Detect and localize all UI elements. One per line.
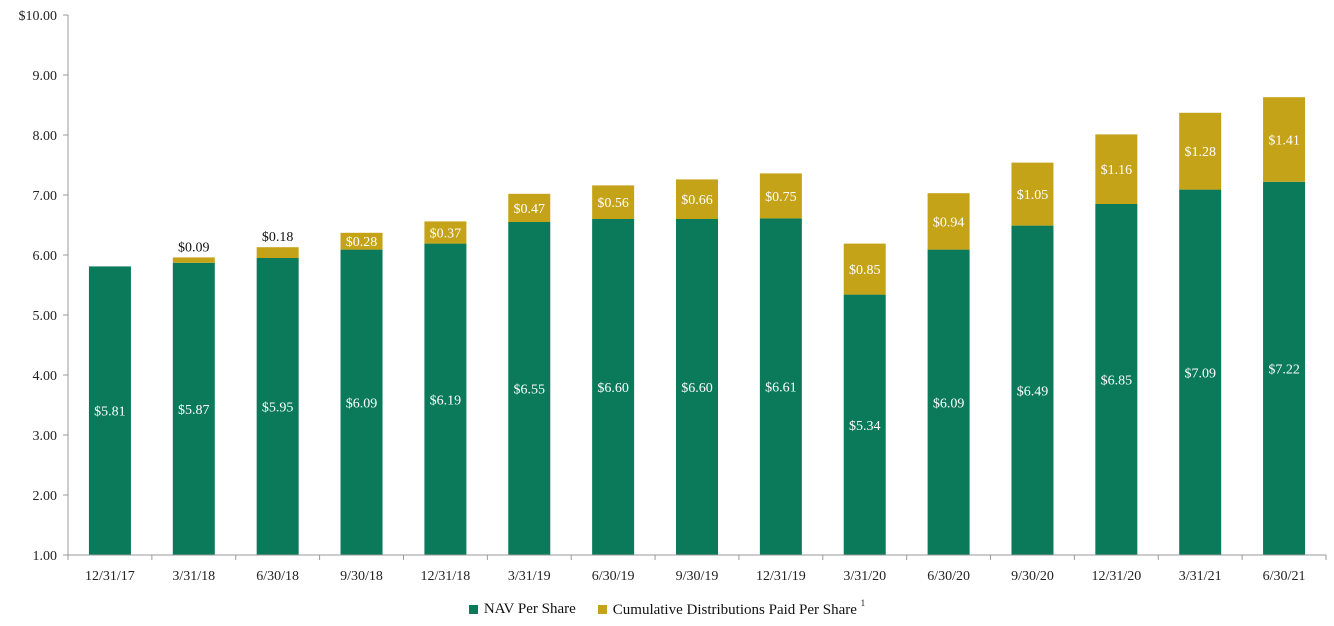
- y-tick-label: 7.00: [33, 189, 58, 204]
- data-label-distributions: $0.37: [430, 227, 462, 242]
- bar-nav-per-share: [172, 262, 215, 555]
- bar-cumulative-distributions: [256, 247, 299, 258]
- x-tick-label: 6/30/18: [256, 569, 299, 584]
- x-tick-label: 12/31/17: [85, 569, 135, 584]
- data-label-nav: $6.49: [1017, 384, 1049, 399]
- y-axis: 1.00 2.00 3.00 4.00 5.00 6.00 7.00 8.00 9.00 $10.…: [19, 9, 69, 564]
- bar-cumulative-distributions: [172, 257, 215, 263]
- data-label-distributions: $0.85: [849, 263, 881, 278]
- bar-cumulative-distributions: [592, 185, 635, 219]
- legend-label-distributions-text: Cumulative Distributions Paid Per Share: [612, 601, 857, 618]
- bar-nav-per-share: [1011, 225, 1054, 555]
- data-label-nav: $7.09: [1184, 366, 1216, 381]
- legend-item-nav: NAV Per Share: [468, 600, 576, 618]
- bar-cumulative-distributions: [759, 173, 802, 219]
- data-label-nav: $5.81: [94, 405, 126, 420]
- y-tick-label: 6.00: [33, 249, 58, 264]
- x-tick-label: 9/30/18: [340, 569, 383, 584]
- data-label-distributions: $0.56: [597, 196, 629, 211]
- bar-cumulative-distributions: [340, 232, 383, 250]
- bar-nav-per-share: [592, 219, 635, 555]
- data-label-nav: $7.22: [1268, 362, 1300, 377]
- bar-nav-per-share: [843, 294, 886, 555]
- data-label-distributions: $0.94: [933, 215, 965, 230]
- bar-cumulative-distributions: [1095, 134, 1138, 204]
- bar-nav-per-share: [927, 249, 970, 555]
- legend: NAV Per Share Cumulative Distributions P…: [0, 598, 1334, 620]
- x-tick-label: 6/30/20: [927, 569, 970, 584]
- x-tick-label: 3/31/21: [1179, 569, 1222, 584]
- bar-cumulative-distributions: [843, 243, 886, 295]
- data-label-distributions: $1.16: [1101, 163, 1133, 178]
- legend-label-distributions: Cumulative Distributions Paid Per Share …: [612, 597, 866, 619]
- x-axis: 12/31/17 3/31/18 6/30/18 9/30/18 12/31/18 3/3…: [67, 554, 1327, 584]
- y-tick-label: 1.00: [33, 549, 58, 564]
- bar-cumulative-distributions: [508, 193, 551, 222]
- data-label-distributions: $0.18: [262, 230, 294, 245]
- y-tick-label: 5.00: [33, 309, 58, 324]
- x-tick-label: 12/31/18: [421, 569, 471, 584]
- data-label-distributions: $0.28: [346, 235, 378, 250]
- x-tick-label: 9/30/20: [1011, 569, 1054, 584]
- bar-nav-per-share: [88, 266, 131, 555]
- y-tick-label: $10.00: [19, 9, 58, 24]
- x-tick-label: 12/31/20: [1091, 569, 1141, 584]
- y-tick-label: 4.00: [33, 369, 58, 384]
- y-tick-label: 8.00: [33, 129, 58, 144]
- x-tick-label: 3/31/20: [843, 569, 886, 584]
- x-tick-label: 6/30/19: [592, 569, 635, 584]
- bar-nav-per-share: [508, 222, 551, 555]
- data-label-distributions: $0.66: [681, 193, 713, 208]
- bar-cumulative-distributions: [1011, 162, 1054, 226]
- data-label-nav: $5.87: [178, 403, 210, 418]
- x-tick-label: 9/30/19: [676, 569, 719, 584]
- bar-nav-per-share: [676, 219, 718, 555]
- data-label-distributions: $1.41: [1268, 134, 1300, 149]
- legend-label-nav: NAV Per Share: [483, 600, 576, 617]
- legend-swatch-distributions: [597, 604, 607, 614]
- bar-nav-per-share: [256, 258, 299, 555]
- data-label-nav: $6.60: [681, 381, 713, 396]
- data-label-distributions: $0.47: [514, 202, 546, 217]
- data-label-nav: $6.85: [1101, 374, 1133, 389]
- y-tick-label: 2.00: [33, 489, 58, 504]
- data-label-nav: $6.19: [430, 393, 462, 408]
- data-label-nav: $6.60: [597, 381, 629, 396]
- stacked-bar-chart: 1.00 2.00 3.00 4.00 5.00 6.00 7.00 8.00 9.00 $10.…: [19, 9, 1327, 584]
- data-label-distributions: $0.75: [765, 190, 797, 205]
- data-label-distributions: $0.09: [178, 240, 210, 255]
- data-label-nav: $6.09: [346, 396, 378, 411]
- bar-nav-per-share: [1179, 189, 1222, 555]
- data-label-nav: $6.09: [933, 396, 965, 411]
- bars-group: $5.81 $5.87 $0.09 $5.95 $0.18 $6.09 $0.28 $6.19…: [88, 97, 1306, 556]
- x-tick-label: 3/31/19: [508, 569, 551, 584]
- y-tick-label: 9.00: [33, 69, 58, 84]
- bar-nav-per-share: [424, 243, 467, 555]
- footnote-marker: 1: [860, 597, 866, 608]
- bar-nav-per-share: [759, 218, 802, 555]
- data-label-distributions: $1.05: [1017, 188, 1049, 203]
- bar-cumulative-distributions: [424, 221, 467, 244]
- data-label-nav: $5.95: [262, 401, 294, 416]
- bar-nav-per-share: [1263, 181, 1306, 556]
- bar-nav-per-share: [1095, 204, 1138, 555]
- bar-cumulative-distributions: [676, 179, 718, 219]
- data-label-nav: $6.55: [514, 383, 546, 398]
- bar-nav-per-share: [340, 249, 383, 555]
- data-label-distributions: $1.28: [1184, 145, 1216, 160]
- legend-item-distributions: Cumulative Distributions Paid Per Share …: [597, 597, 866, 619]
- y-tick-label: 3.00: [33, 429, 58, 444]
- x-tick-label: 12/31/19: [756, 569, 806, 584]
- data-label-nav: $5.34: [849, 419, 881, 434]
- bar-cumulative-distributions: [1179, 112, 1222, 190]
- x-tick-label: 3/31/18: [172, 569, 215, 584]
- x-tick-label: 6/30/21: [1263, 569, 1306, 584]
- bar-cumulative-distributions: [927, 193, 970, 250]
- legend-swatch-nav: [468, 604, 478, 614]
- bar-cumulative-distributions: [1263, 97, 1306, 182]
- data-label-nav: $6.61: [765, 381, 797, 396]
